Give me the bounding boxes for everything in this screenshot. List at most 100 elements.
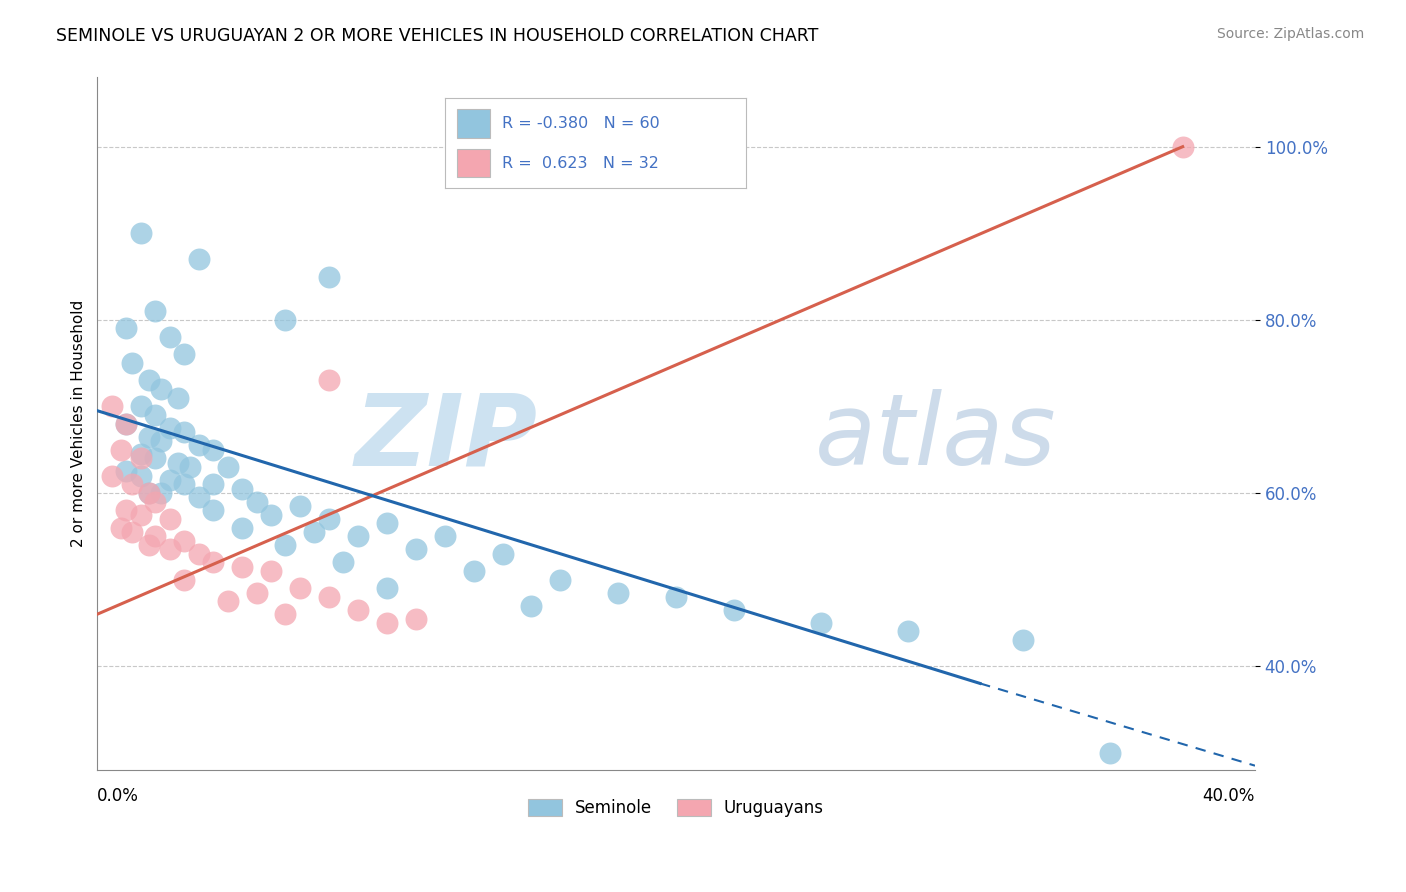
Point [318,269,340,284]
Point [202,477,225,491]
Point [607,585,630,599]
Point [665,590,688,604]
Point [375,615,398,630]
Point [463,564,485,578]
Point [115,321,138,335]
Point [179,460,201,475]
Point [159,473,181,487]
Point [245,585,267,599]
Point [115,417,138,431]
Point [550,573,572,587]
Point [101,468,124,483]
Point [143,494,166,508]
Point [217,460,239,475]
Point [115,503,138,517]
Point [143,304,166,318]
Point [346,603,368,617]
Point [202,503,225,517]
Point [138,486,160,500]
Point [110,442,132,457]
Point [150,486,173,500]
Point [274,313,297,327]
Point [115,417,138,431]
Point [187,252,209,267]
Point [167,456,190,470]
Point [110,520,132,534]
Point [143,408,166,422]
Point [143,529,166,543]
Point [101,400,124,414]
Point [187,491,209,505]
Text: ZIP: ZIP [354,389,537,486]
Point [187,547,209,561]
Point [202,555,225,569]
Point [173,533,195,548]
Point [723,603,745,617]
Point [491,547,513,561]
Point [304,524,326,539]
Text: 0.0%: 0.0% [97,788,139,805]
Point [129,451,152,466]
Point [173,425,195,440]
Point [433,529,456,543]
Point [159,542,181,557]
Point [1099,746,1122,760]
Point [1012,633,1035,648]
Point [129,227,152,241]
Point [138,538,160,552]
Point [375,516,398,531]
Point [202,442,225,457]
Point [159,512,181,526]
Point [217,594,239,608]
Point [138,486,160,500]
Text: atlas: atlas [815,389,1057,486]
Point [288,499,311,513]
Point [159,330,181,344]
Point [173,573,195,587]
Point [245,494,267,508]
Point [405,611,427,625]
Point [138,373,160,387]
Point [173,347,195,361]
Point [167,391,190,405]
Point [129,400,152,414]
Point [520,599,543,613]
Point [143,451,166,466]
Point [150,434,173,448]
Text: Source: ZipAtlas.com: Source: ZipAtlas.com [1216,27,1364,41]
Point [346,529,368,543]
Point [260,508,283,522]
Point [138,430,160,444]
Point [121,356,143,370]
Point [810,615,832,630]
Point [1171,139,1194,153]
Point [231,520,253,534]
Point [260,564,283,578]
Point [231,482,253,496]
Legend: Seminole, Uruguayans: Seminole, Uruguayans [522,792,831,824]
Point [115,464,138,478]
Point [318,512,340,526]
Point [159,421,181,435]
Point [121,477,143,491]
Point [274,538,297,552]
Point [897,624,920,639]
Y-axis label: 2 or more Vehicles in Household: 2 or more Vehicles in Household [72,300,86,548]
Point [288,581,311,595]
Point [231,559,253,574]
Text: 40.0%: 40.0% [1202,788,1256,805]
Point [318,373,340,387]
Point [187,438,209,452]
Point [150,382,173,396]
Text: SEMINOLE VS URUGUAYAN 2 OR MORE VEHICLES IN HOUSEHOLD CORRELATION CHART: SEMINOLE VS URUGUAYAN 2 OR MORE VEHICLES… [56,27,818,45]
Point [129,508,152,522]
Point [173,477,195,491]
Point [332,555,354,569]
Point [274,607,297,622]
Point [129,468,152,483]
Point [121,524,143,539]
Point [129,447,152,461]
Point [405,542,427,557]
Point [375,581,398,595]
Point [318,590,340,604]
